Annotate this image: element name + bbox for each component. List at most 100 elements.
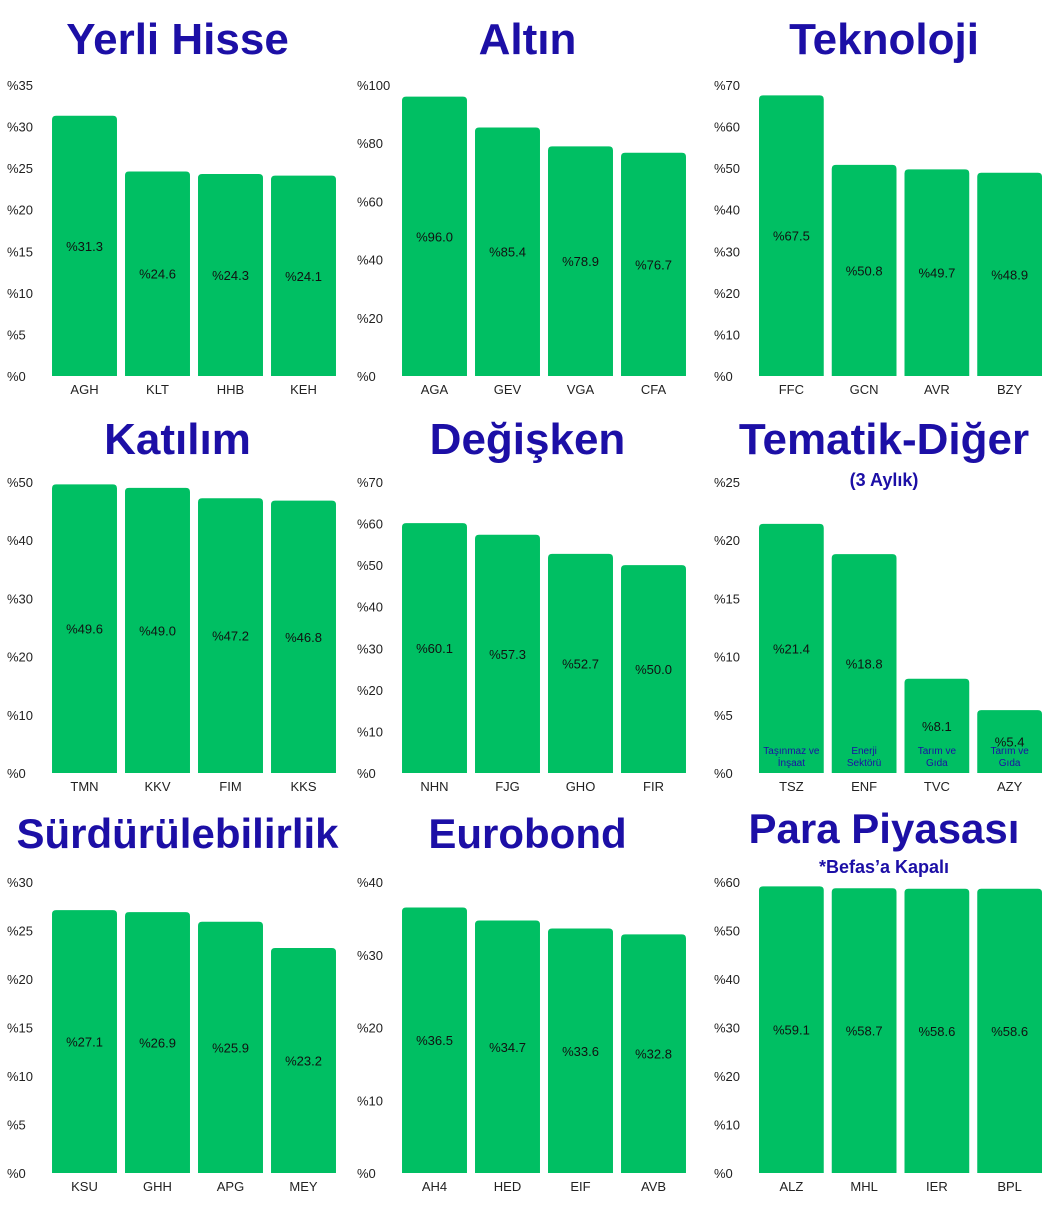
bar-annotation: Enerji [851,746,877,757]
y-tick-label: %15 [7,244,33,259]
y-tick-label: %10 [714,650,740,665]
y-tick-label: %20 [714,1069,740,1084]
x-tick-label: FFC [779,382,804,397]
chart-title: Değişken [429,415,626,464]
bar [831,888,897,1173]
x-tick-label: AZY [997,779,1023,794]
bar [831,164,897,376]
bar [904,678,970,773]
bar [125,912,190,1173]
chart-panel: Yerli Hisse %0 %5 %10 %15 %20 %25 %30 %35 %31.3 AG… [5,15,350,410]
y-tick-label: %10 [7,708,33,723]
bar-annotation: Tarım ve [918,746,957,757]
bar-value-label: %46.8 [285,630,322,645]
y-tick-label: %20 [7,650,33,665]
bar-value-label: %32.8 [635,1047,672,1062]
bar-chart: %0 %5 %10 %15 %20 %25 %30 %27.1 KSU %26.9 GHH %25.9… [7,875,336,1194]
chart-subtitle: (3 Aylık) [849,470,919,490]
y-tick-label: %50 [714,161,740,176]
chart-panel: Sürdürülebilirlik %0 %5 %10 %15 %20 %25 %30 %27.… [5,810,350,1205]
chart-title: Eurobond [428,810,627,857]
bar-annotation: Gıda [999,758,1021,769]
bar [759,523,824,773]
y-tick-label: %30 [714,244,740,259]
x-tick-label: MEY [289,1179,318,1194]
bar [621,934,686,1173]
y-tick-label: %0 [7,766,26,781]
bar [271,500,336,773]
bar-chart: %0 %10 %20 %30 %40 %50 %60 %70 %67.5 FFC %50.8 GCN%… [714,78,1042,397]
bar-value-label: %36.5 [416,1033,453,1048]
y-tick-label: %60 [357,517,383,532]
bar [977,710,1042,773]
bar [402,523,467,773]
bar [271,947,336,1173]
bar-value-label: %47.2 [212,629,249,644]
y-tick-label: %30 [357,948,383,963]
y-tick-label: %70 [357,475,383,490]
x-tick-label: BPL [997,1179,1022,1194]
bar [402,907,467,1173]
y-tick-label: %25 [7,924,33,939]
bar [904,169,970,376]
bar-chart: %0 %5 %10 %15 %20 %25 %21.4 TSZ Taşınmaz veİnşaa… [714,475,1042,794]
bar-value-label: %23.2 [285,1053,322,1068]
chart-title: Altın [478,15,577,64]
y-tick-label: %5 [7,1118,26,1133]
bar [475,920,540,1173]
x-tick-label: CFA [641,382,667,397]
y-tick-label: %0 [714,1166,733,1181]
y-tick-label: %30 [714,1021,740,1036]
y-tick-label: %40 [714,972,740,987]
y-tick-label: %20 [357,683,383,698]
bar-value-label: %24.3 [212,268,249,283]
bar [271,175,336,376]
bar [402,96,467,376]
y-tick-label: %0 [714,766,733,781]
bar [621,565,686,773]
y-tick-label: %0 [357,369,376,384]
bar [977,172,1042,376]
bar [125,487,190,773]
chart-subtitle: *Befas’a Kapalı [818,857,950,877]
x-tick-label: AVB [641,1179,666,1194]
x-tick-label: FJG [495,779,520,794]
bar [759,95,824,377]
x-tick-label: GEV [494,382,522,397]
x-tick-label: GCN [850,382,879,397]
y-tick-label: %30 [7,591,33,606]
bar-value-label: %59.1 [773,1023,810,1038]
y-tick-label: %10 [7,286,33,301]
bar-chart: %0 %10 %20 %30 %40 %50 %60 %59.1 ALZ %58.7 MHL %58.… [714,875,1042,1194]
y-tick-label: %15 [714,591,740,606]
bar-value-label: %27.1 [66,1035,103,1050]
y-tick-label: %30 [357,641,383,656]
bar [198,498,263,773]
chart-title: Para Piyasası [748,805,1020,852]
bar-value-label: %58.6 [991,1024,1028,1039]
y-tick-label: %5 [7,327,26,342]
bar-annotation: Gıda [926,758,948,769]
bar-value-label: %78.9 [562,254,599,269]
bar-value-label: %48.9 [991,267,1028,282]
x-tick-label: KEH [290,382,317,397]
bar-value-label: %50.8 [846,263,883,278]
bar [52,910,117,1173]
y-tick-label: %60 [714,120,740,135]
y-tick-label: %40 [357,875,383,890]
y-tick-label: %20 [714,286,740,301]
bar [475,534,540,773]
x-tick-label: NHN [420,779,448,794]
y-tick-label: %0 [7,369,26,384]
bar-value-label: %50.0 [635,662,672,677]
y-tick-label: %20 [714,533,740,548]
x-tick-label: AGH [70,382,98,397]
bar-annotation: İnşaat [778,756,805,769]
y-tick-label: %50 [714,924,740,939]
chart-panel: Katılım %0 %10 %20 %30 %40 %50 %49.6 TMN %49.0 KKV… [5,415,350,810]
x-tick-label: TMN [70,779,98,794]
y-tick-label: %25 [714,475,740,490]
bar [198,173,263,376]
y-tick-label: %10 [714,1118,740,1133]
y-tick-label: %10 [357,1093,383,1108]
